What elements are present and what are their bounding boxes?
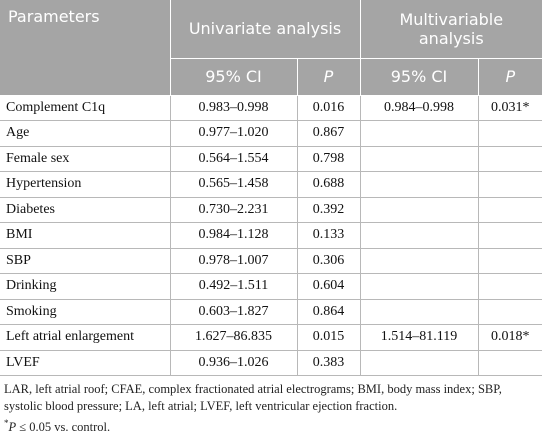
table-row: Smoking 0.603–1.827 0.864 bbox=[0, 299, 542, 325]
table-cell: Diabetes bbox=[0, 197, 171, 223]
header-cell: 95% CI bbox=[170, 58, 298, 96]
table-cell bbox=[360, 146, 479, 172]
table-cell bbox=[360, 350, 479, 376]
header-cell: Multivariable analysis bbox=[360, 0, 542, 59]
table-cell bbox=[360, 273, 479, 300]
header-cell: Parameters bbox=[0, 0, 171, 96]
table-cell bbox=[478, 299, 542, 325]
table-row: Complement C1q 0.983–0.998 0.016 0.984–0.99… bbox=[0, 95, 542, 121]
footnote-symbol: P bbox=[8, 420, 17, 435]
table-body: Complement C1q 0.983–0.998 0.016 0.984–0.99… bbox=[0, 95, 542, 376]
table-cell: 0.492–1.511 bbox=[170, 273, 298, 300]
footnote-mark: * bbox=[4, 418, 9, 428]
table-cell: BMI bbox=[0, 222, 171, 249]
table-cell: 0.306 bbox=[297, 248, 361, 274]
table-row: Female sex 0.564–1.554 0.798 bbox=[0, 146, 542, 172]
table-header: Parameters Univariate analysis Multivari… bbox=[0, 0, 542, 96]
table-cell: 0.383 bbox=[297, 350, 361, 376]
table-cell: 0.016 bbox=[297, 95, 361, 121]
table-cell: 0.730–2.231 bbox=[170, 197, 298, 223]
table-cell: Female sex bbox=[0, 146, 171, 172]
table-row: Drinking 0.492–1.511 0.604 bbox=[0, 273, 542, 300]
table-cell: 0.936–1.026 bbox=[170, 350, 298, 376]
table-cell: 0.798 bbox=[297, 146, 361, 172]
table-cell: 0.133 bbox=[297, 222, 361, 249]
table-cell: 0.031* bbox=[478, 95, 542, 121]
table-cell: Smoking bbox=[0, 299, 171, 325]
table-cell: 0.604 bbox=[297, 273, 361, 300]
table-cell: LVEF bbox=[0, 350, 171, 376]
table-cell bbox=[478, 171, 542, 198]
footnote-text: ≤ 0.05 vs. control. bbox=[19, 420, 111, 435]
table-cell bbox=[478, 146, 542, 172]
table-cell: 1.514–81.119 bbox=[360, 324, 479, 351]
footnote: *P ≤ 0.05 vs. control. bbox=[4, 415, 538, 436]
table-cell: 0.978–1.007 bbox=[170, 248, 298, 274]
table-cell bbox=[360, 299, 479, 325]
table-cell: Age bbox=[0, 120, 171, 147]
table-row: LVEF 0.936–1.026 0.383 bbox=[0, 350, 542, 376]
results-table: Parameters Univariate analysis Multivari… bbox=[0, 0, 542, 376]
footnotes: LAR, left atrial roof; CFAE, complex fra… bbox=[0, 376, 542, 436]
header-cell: 95% CI bbox=[360, 58, 479, 96]
table-cell: 0.603–1.827 bbox=[170, 299, 298, 325]
header-cell: Univariate analysis bbox=[170, 0, 361, 59]
table-cell bbox=[360, 171, 479, 198]
table-cell: Hypertension bbox=[0, 171, 171, 198]
table-cell: 0.984–1.128 bbox=[170, 222, 298, 249]
table-cell: 1.627–86.835 bbox=[170, 324, 298, 351]
table-cell: 0.867 bbox=[297, 120, 361, 147]
table-cell: Drinking bbox=[0, 273, 171, 300]
table-cell: 0.983–0.998 bbox=[170, 95, 298, 121]
table-cell: 0.392 bbox=[297, 197, 361, 223]
table-cell bbox=[360, 248, 479, 274]
table-row: Hypertension 0.565–1.458 0.688 bbox=[0, 171, 542, 198]
header-cell: P bbox=[478, 58, 542, 96]
table-cell bbox=[478, 273, 542, 300]
table-row: SBP 0.978–1.007 0.306 bbox=[0, 248, 542, 274]
table-cell: Left atrial enlargement bbox=[0, 324, 171, 351]
table-row: Left atrial enlargement 1.627–86.835 0.015… bbox=[0, 324, 542, 351]
table-cell bbox=[478, 350, 542, 376]
table-cell bbox=[360, 197, 479, 223]
table-cell: SBP bbox=[0, 248, 171, 274]
table-cell: 0.688 bbox=[297, 171, 361, 198]
table-cell: 0.977–1.020 bbox=[170, 120, 298, 147]
table-cell bbox=[478, 120, 542, 147]
table-cell bbox=[478, 248, 542, 274]
table-cell: 0.018* bbox=[478, 324, 542, 351]
table-cell: 0.984–0.998 bbox=[360, 95, 479, 121]
table-cell: Complement C1q bbox=[0, 95, 171, 121]
table-row: Age 0.977–1.020 0.867 bbox=[0, 120, 542, 147]
table-cell: 0.565–1.458 bbox=[170, 171, 298, 198]
table-cell bbox=[360, 222, 479, 249]
footnote: LAR, left atrial roof; CFAE, complex fra… bbox=[4, 382, 502, 413]
table-cell bbox=[478, 222, 542, 249]
table-cell: 0.564–1.554 bbox=[170, 146, 298, 172]
header-cell: P bbox=[297, 58, 361, 96]
table-cell: 0.864 bbox=[297, 299, 361, 325]
table-cell: 0.015 bbox=[297, 324, 361, 351]
table-row: Diabetes 0.730–2.231 0.392 bbox=[0, 197, 542, 223]
table-row: BMI 0.984–1.128 0.133 bbox=[0, 222, 542, 249]
table-cell bbox=[478, 197, 542, 223]
table-cell bbox=[360, 120, 479, 147]
